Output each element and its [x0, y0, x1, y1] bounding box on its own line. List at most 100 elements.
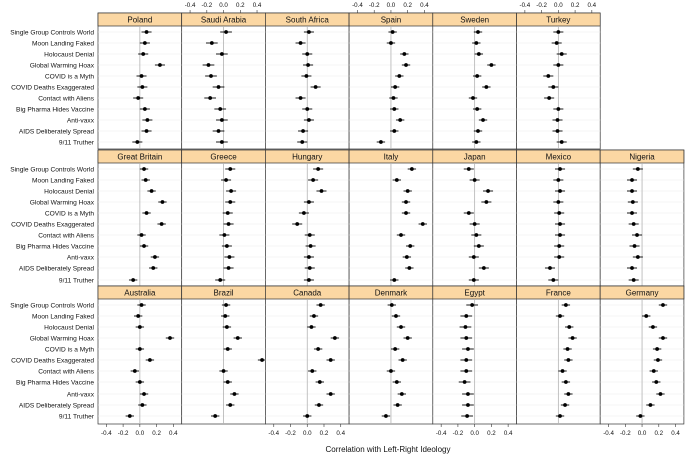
x-tick-label: 0.2 — [320, 430, 329, 437]
data-point — [395, 403, 400, 407]
data-point — [632, 244, 637, 248]
panel-title: Japan — [464, 152, 486, 161]
data-point — [317, 403, 321, 407]
data-point — [225, 347, 230, 351]
x-tick-label: 0.2 — [236, 2, 245, 9]
data-point — [557, 211, 562, 215]
panel-title: Sweden — [460, 15, 489, 24]
panel-layer: Poland Saudi Arabia South Africa Spain Swede… — [97, 12, 685, 425]
row-label: Contact with Aliens — [38, 95, 94, 102]
data-point — [142, 107, 147, 111]
data-point — [311, 178, 316, 182]
data-point — [168, 336, 172, 340]
data-point — [638, 414, 643, 418]
data-point — [466, 167, 471, 171]
row-label: Big Pharma Hides Vaccine — [16, 106, 94, 113]
data-point — [137, 347, 142, 351]
data-point — [149, 189, 154, 193]
data-point — [307, 30, 311, 34]
data-point — [298, 96, 303, 100]
data-point — [400, 358, 405, 362]
data-point — [635, 233, 639, 237]
data-point — [560, 369, 565, 373]
data-point — [219, 52, 224, 56]
data-point — [474, 140, 479, 144]
data-point — [392, 278, 397, 282]
data-point — [144, 30, 149, 34]
data-point — [216, 129, 221, 133]
data-point — [153, 255, 157, 259]
panel: Hungary — [265, 149, 350, 287]
data-point — [559, 52, 564, 56]
row-label: Anti-vaxx — [67, 391, 95, 398]
x-tick-label: 0.2 — [152, 430, 161, 437]
panel-title: Hungary — [292, 152, 322, 161]
panel: Nigeria — [599, 149, 685, 287]
panel-title: Great Britain — [117, 152, 162, 161]
row-label: AIDS Deliberately Spread — [19, 128, 94, 135]
data-point — [219, 118, 224, 122]
data-point — [228, 403, 233, 407]
data-point — [556, 200, 561, 204]
data-point — [384, 414, 388, 418]
data-point — [139, 233, 144, 237]
data-point — [142, 244, 146, 248]
x-tick-label: 0.2 — [403, 2, 412, 9]
data-point — [476, 52, 481, 56]
data-point — [556, 63, 561, 67]
x-tick-label: -0.4 — [603, 430, 614, 437]
panel: Poland — [97, 12, 183, 150]
data-point — [219, 140, 224, 144]
data-point — [132, 369, 137, 373]
data-point — [558, 189, 562, 193]
data-point — [466, 347, 470, 351]
data-point — [565, 347, 570, 351]
data-point — [140, 85, 145, 89]
panel-title: Germany — [626, 288, 659, 297]
data-point — [317, 380, 322, 384]
data-point — [301, 129, 305, 133]
row-label: 9/11 Truther — [59, 139, 95, 146]
data-point — [393, 85, 398, 89]
panel-title: Nigeria — [629, 152, 655, 161]
data-point — [316, 347, 321, 351]
data-point — [476, 129, 480, 133]
x-tick-label: 0.0 — [136, 430, 145, 437]
x-tick-label: 0.0 — [303, 430, 312, 437]
data-point — [209, 41, 214, 45]
data-point — [655, 347, 660, 351]
data-point — [399, 233, 403, 237]
data-point — [556, 107, 561, 111]
data-point — [554, 41, 559, 45]
data-point — [127, 414, 132, 418]
data-point — [559, 140, 564, 144]
data-point — [476, 244, 481, 248]
panel-title: Mexico — [546, 152, 572, 161]
data-point — [142, 392, 146, 396]
panel: Greece — [181, 149, 266, 287]
data-point — [630, 189, 634, 193]
panel-title: Canada — [293, 288, 322, 297]
data-point — [551, 278, 556, 282]
row-label: 9/11 Truther — [59, 277, 95, 284]
panel: Italy — [348, 149, 434, 287]
data-point — [405, 189, 410, 193]
x-tick-label: 0.2 — [654, 430, 663, 437]
x-tick-label: -0.2 — [201, 2, 212, 9]
x-tick-label: 0.0 — [638, 430, 647, 437]
panel-title: France — [546, 288, 571, 297]
x-axis-title: Correlation with Left-Right Ideology — [326, 445, 451, 454]
panel: Japan — [432, 149, 517, 287]
data-point — [399, 325, 403, 329]
row-label: Holocaust Denial — [44, 324, 94, 331]
row-label: COVID is a Myth — [45, 346, 94, 353]
x-tick-label: 0.4 — [588, 2, 597, 9]
x-tick-label: 0.4 — [253, 2, 262, 9]
panel: France — [516, 285, 601, 425]
data-point — [319, 189, 324, 193]
data-point — [489, 63, 494, 67]
data-point — [404, 200, 408, 204]
data-point — [305, 52, 310, 56]
data-point — [475, 74, 480, 78]
data-point — [159, 222, 164, 226]
